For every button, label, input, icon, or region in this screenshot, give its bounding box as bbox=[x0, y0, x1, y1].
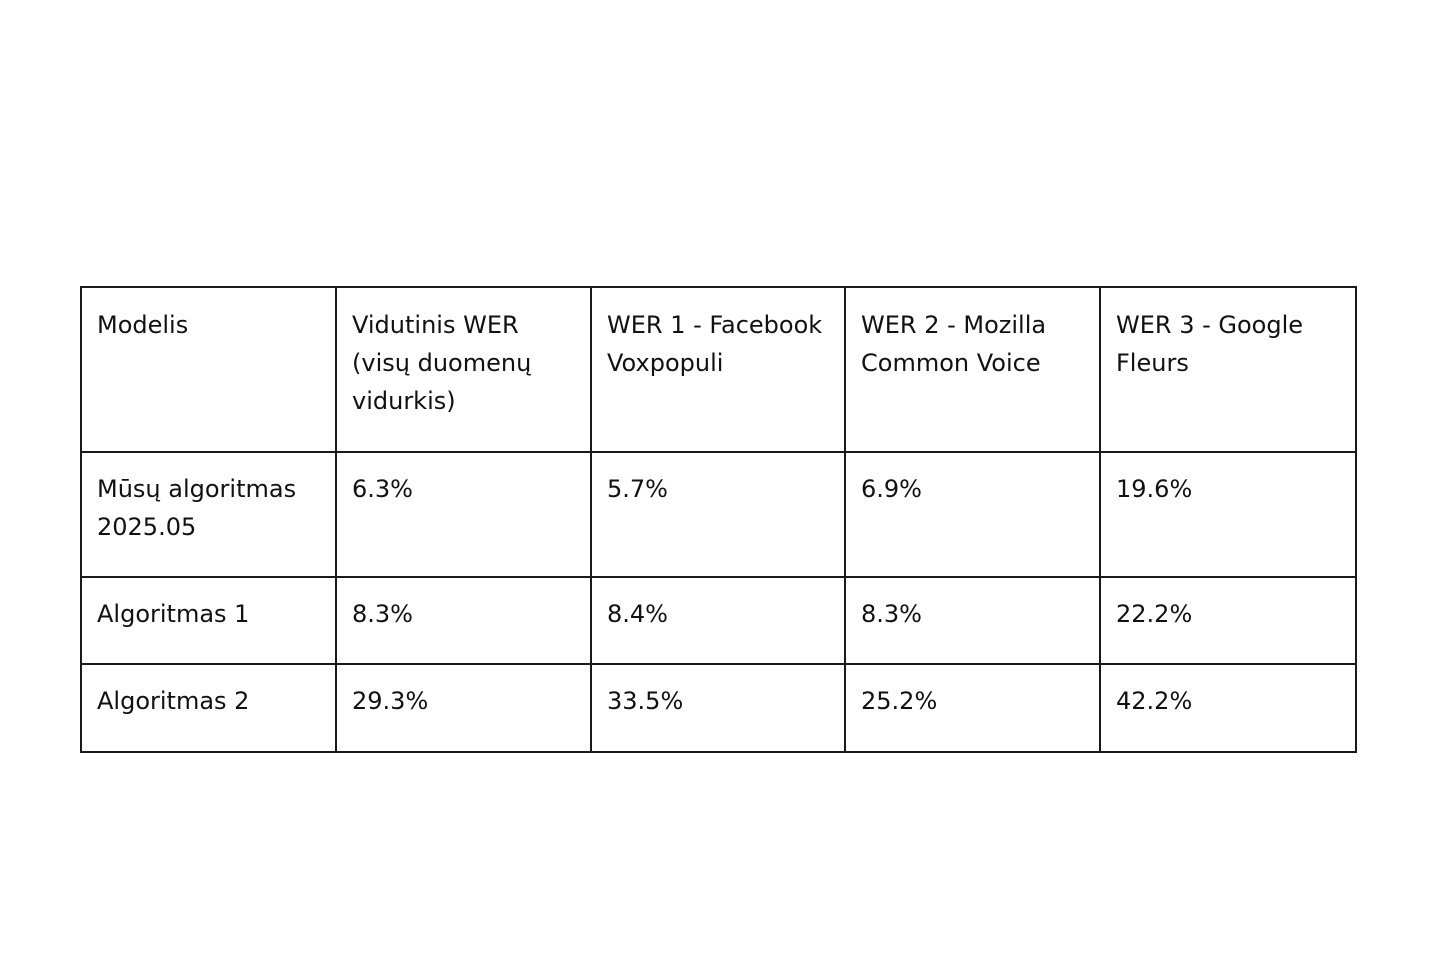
cell-value: Mūsų algoritmas 2025.05 bbox=[97, 475, 297, 541]
cell-value: 42.2% bbox=[1116, 687, 1193, 715]
table-cell: 8.3% bbox=[844, 576, 1101, 665]
table-cell-model: Algoritmas 2 bbox=[80, 663, 337, 753]
header-label: WER 2 - Mozilla Common Voice bbox=[861, 311, 1047, 377]
cell-value: 8.4% bbox=[607, 600, 668, 628]
table-row: Algoritmas 2 29.3% 33.5% 25.2% 42.2% bbox=[80, 663, 1357, 753]
cell-value: Algoritmas 1 bbox=[97, 600, 250, 628]
table-cell: 22.2% bbox=[1099, 576, 1357, 665]
table-cell: 5.7% bbox=[590, 451, 846, 578]
header-cell-wer-fleurs: WER 3 - Google Fleurs bbox=[1099, 286, 1357, 453]
wer-comparison-table: Modelis Vidutinis WER (visų duomenų vidu… bbox=[80, 286, 1357, 753]
header-cell-wer-common-voice: WER 2 - Mozilla Common Voice bbox=[844, 286, 1101, 453]
table-cell: 25.2% bbox=[844, 663, 1101, 753]
table-row: Algoritmas 1 8.3% 8.4% 8.3% 22.2% bbox=[80, 576, 1357, 665]
header-label: Vidutinis WER (visų duomenų vidurkis) bbox=[352, 311, 532, 415]
table-header-row: Modelis Vidutinis WER (visų duomenų vidu… bbox=[80, 286, 1357, 453]
cell-value: Algoritmas 2 bbox=[97, 687, 250, 715]
table-cell: 42.2% bbox=[1099, 663, 1357, 753]
table-row: Mūsų algoritmas 2025.05 6.3% 5.7% 6.9% 1… bbox=[80, 451, 1357, 578]
cell-value: 6.9% bbox=[861, 475, 922, 503]
cell-value: 5.7% bbox=[607, 475, 668, 503]
header-cell-wer-voxpopuli: WER 1 - Facebook Voxpopuli bbox=[590, 286, 846, 453]
header-label: WER 3 - Google Fleurs bbox=[1116, 311, 1304, 377]
table-cell: 8.3% bbox=[335, 576, 592, 665]
table-cell: 29.3% bbox=[335, 663, 592, 753]
cell-value: 33.5% bbox=[607, 687, 684, 715]
table-cell-model: Mūsų algoritmas 2025.05 bbox=[80, 451, 337, 578]
header-cell-average-wer: Vidutinis WER (visų duomenų vidurkis) bbox=[335, 286, 592, 453]
cell-value: 8.3% bbox=[352, 600, 413, 628]
cell-value: 8.3% bbox=[861, 600, 922, 628]
cell-value: 22.2% bbox=[1116, 600, 1193, 628]
table-cell: 8.4% bbox=[590, 576, 846, 665]
table-cell: 6.9% bbox=[844, 451, 1101, 578]
cell-value: 29.3% bbox=[352, 687, 429, 715]
header-label: WER 1 - Facebook Voxpopuli bbox=[607, 311, 823, 377]
table-cell: 19.6% bbox=[1099, 451, 1357, 578]
table-cell: 33.5% bbox=[590, 663, 846, 753]
cell-value: 19.6% bbox=[1116, 475, 1193, 503]
header-cell-model: Modelis bbox=[80, 286, 337, 453]
table-cell-model: Algoritmas 1 bbox=[80, 576, 337, 665]
table-cell: 6.3% bbox=[335, 451, 592, 578]
cell-value: 25.2% bbox=[861, 687, 938, 715]
header-label: Modelis bbox=[97, 311, 189, 339]
cell-value: 6.3% bbox=[352, 475, 413, 503]
